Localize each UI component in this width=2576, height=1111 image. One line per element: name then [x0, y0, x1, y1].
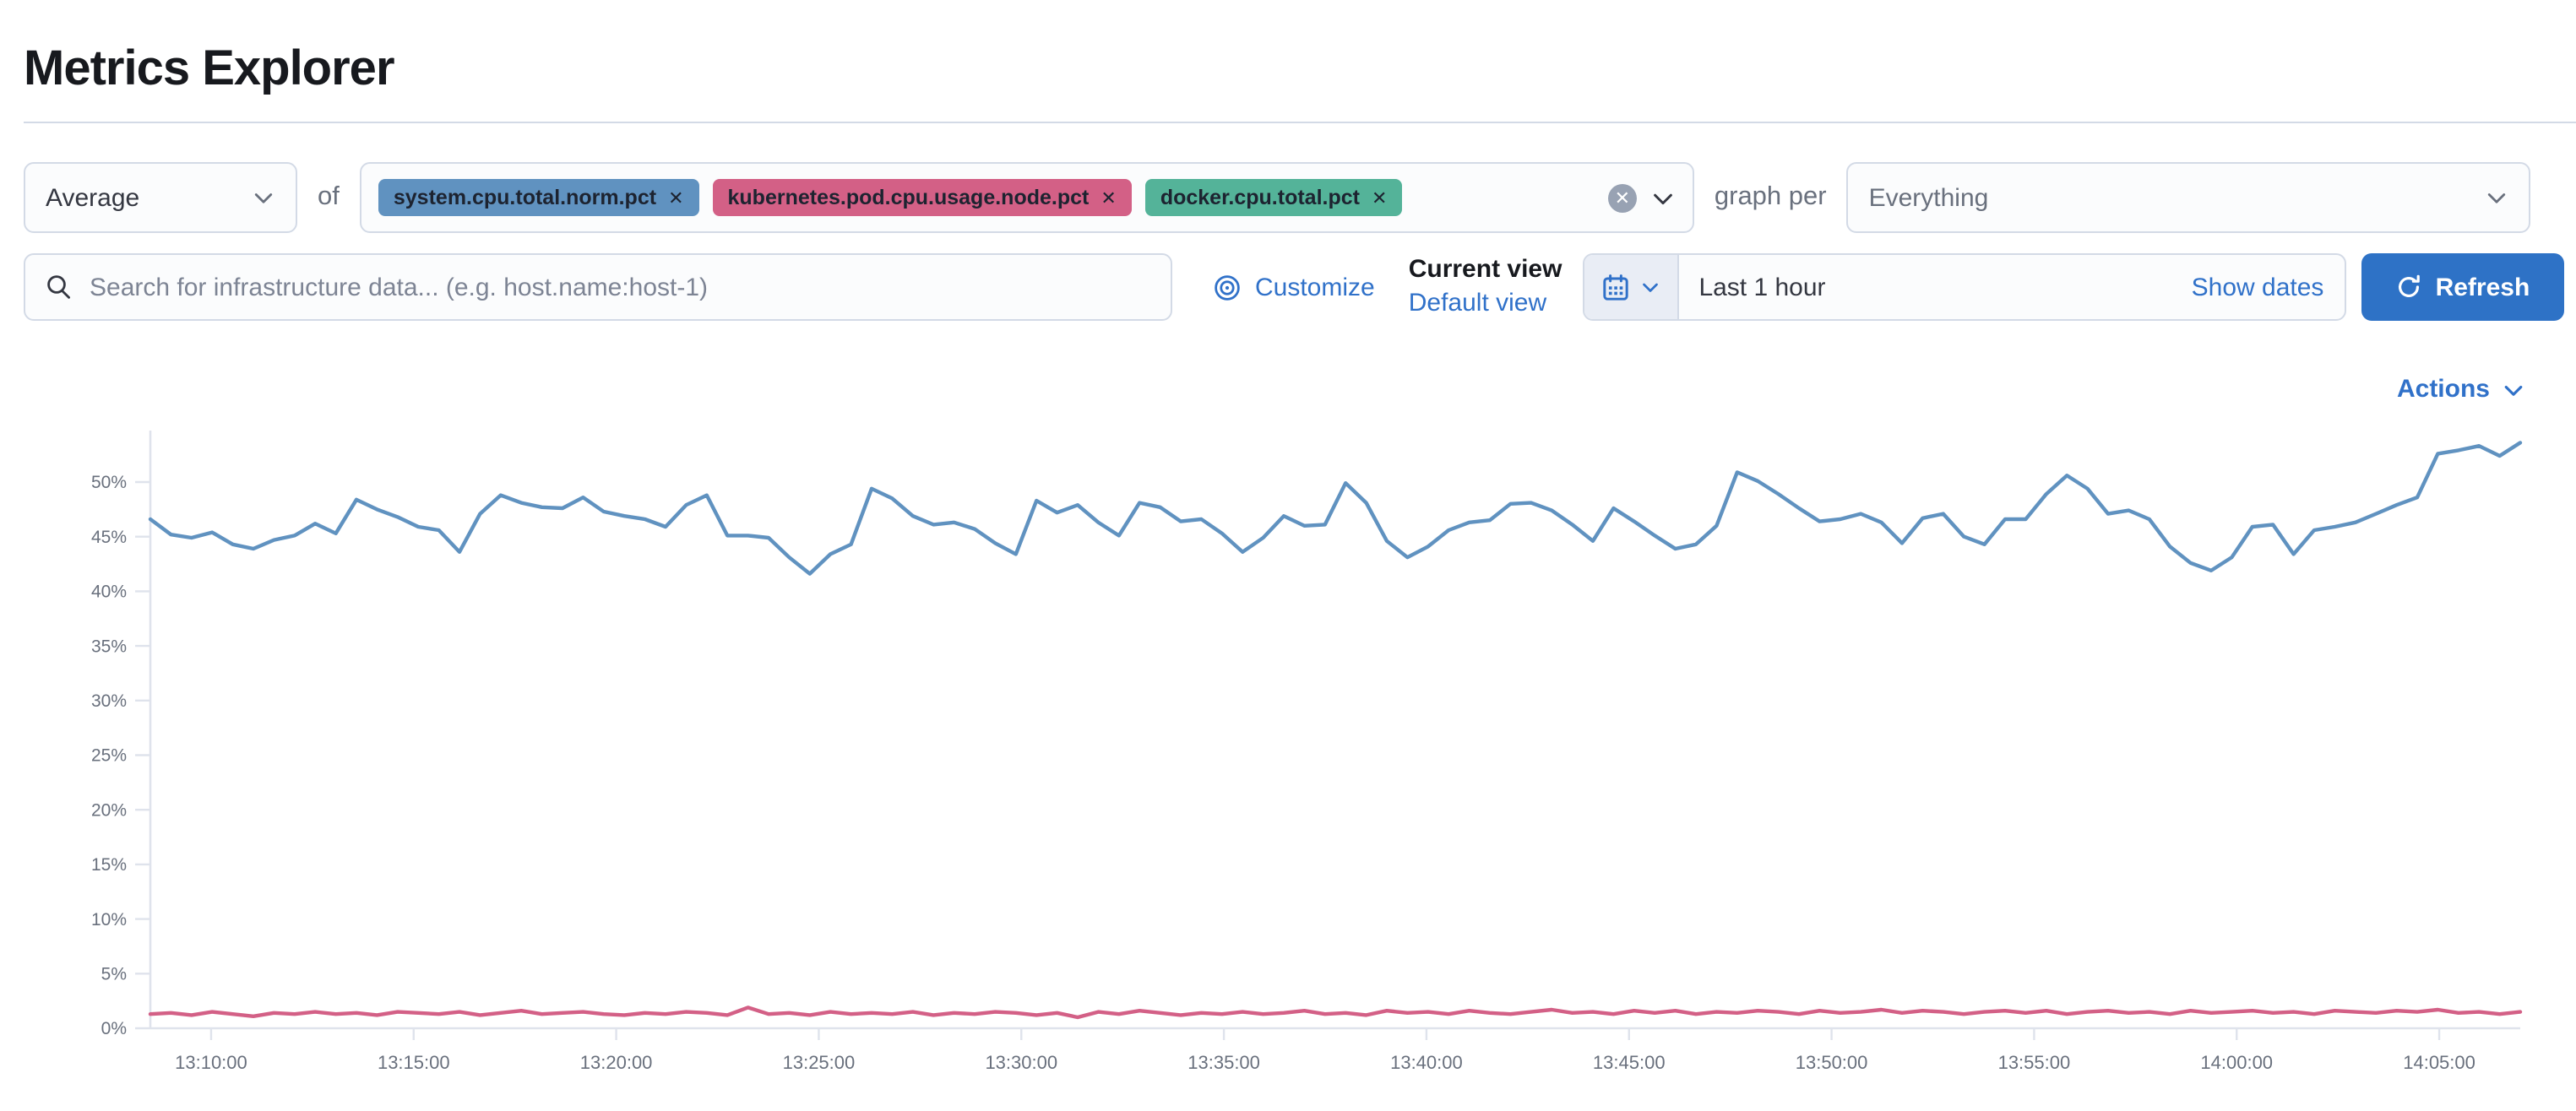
- remove-metric-icon[interactable]: ✕: [1101, 188, 1117, 209]
- search-toolbar: Search for infrastructure data... (e.g. …: [24, 253, 2564, 321]
- series-line-kubernetes.pod.cpu.usage.node.pct: [148, 1005, 2523, 1020]
- x-tick-label: 14:00:00: [2200, 1052, 2273, 1073]
- x-tick-label: 13:25:00: [783, 1052, 856, 1073]
- refresh-button[interactable]: Refresh: [2361, 253, 2564, 321]
- metric-pill-label: system.cpu.total.norm.pct: [393, 186, 657, 209]
- y-tick-label: 40%: [91, 583, 127, 602]
- graph-per-label: graph per: [1714, 182, 1827, 211]
- clear-all-metrics-icon[interactable]: ✕: [1607, 183, 1637, 212]
- line-chart-canvas[interactable]: 0% 5% 10% 15% 20% 25% 30% 35% 40% 45% 50% 13:10:00 1…: [0, 410, 2576, 1103]
- metric-pill-system-cpu[interactable]: system.cpu.total.norm.pct ✕: [378, 179, 699, 216]
- chevron-down-icon: [1639, 277, 1660, 297]
- metric-pill-label: docker.cpu.total.pct: [1160, 186, 1360, 209]
- metrics-toolbar: Average of system.cpu.total.norm.pct ✕ k…: [24, 162, 2531, 233]
- y-tick-label: 35%: [91, 637, 127, 656]
- x-tick-label: 14:05:00: [2403, 1052, 2475, 1073]
- current-view-label: Current view: [1408, 255, 1562, 284]
- x-tick-label: 13:40:00: [1390, 1052, 1463, 1073]
- metrics-chart[interactable]: 0% 5% 10% 15% 20% 25% 30% 35% 40% 45% 50% 13:10:00 1…: [0, 410, 2576, 1103]
- x-tick-label: 13:45:00: [1593, 1052, 1666, 1073]
- search-input[interactable]: Search for infrastructure data... (e.g. …: [24, 253, 1172, 321]
- chevron-down-icon: [2502, 377, 2525, 401]
- series-line-system.cpu.total.norm.pct: [148, 441, 2523, 576]
- search-placeholder: Search for infrastructure data... (e.g. …: [90, 273, 709, 301]
- view-switcher: Current view Default view: [1409, 253, 1562, 321]
- x-tick-label: 13:10:00: [175, 1052, 247, 1073]
- y-tick-label: 45%: [91, 528, 127, 547]
- y-tick-label: 25%: [91, 746, 127, 766]
- y-tick-label: 5%: [101, 965, 127, 984]
- date-picker-quick-menu[interactable]: [1584, 255, 1679, 319]
- customize-eye-icon: [1213, 273, 1242, 301]
- customize-button[interactable]: Customize: [1213, 273, 1375, 301]
- of-label: of: [318, 182, 340, 211]
- metric-pill-kubernetes-pod-cpu[interactable]: kubernetes.pod.cpu.usage.node.pct ✕: [712, 179, 1132, 216]
- actions-dropdown[interactable]: Actions: [2397, 375, 2525, 404]
- customize-label: Customize: [1255, 273, 1375, 301]
- show-dates-button[interactable]: Show dates: [2191, 273, 2324, 301]
- default-view-link[interactable]: Default view: [1408, 289, 1547, 317]
- group-by-select[interactable]: Everything: [1846, 162, 2531, 233]
- x-tick-label: 13:15:00: [378, 1052, 450, 1073]
- metrics-combobox[interactable]: system.cpu.total.norm.pct ✕ kubernetes.p…: [359, 162, 1694, 233]
- y-tick-label: 15%: [91, 855, 127, 875]
- chevron-down-icon[interactable]: [1650, 185, 1676, 210]
- aggregation-value: Average: [46, 183, 140, 212]
- y-tick-label: 0%: [101, 1019, 127, 1038]
- refresh-label: Refresh: [2435, 273, 2530, 301]
- aggregation-select[interactable]: Average: [24, 162, 297, 233]
- chevron-down-icon: [252, 186, 275, 209]
- refresh-icon: [2395, 274, 2422, 301]
- remove-metric-icon[interactable]: ✕: [1372, 188, 1388, 209]
- page-title: Metrics Explorer: [24, 42, 395, 97]
- y-tick-label: 30%: [91, 691, 127, 711]
- group-by-value: Everything: [1868, 183, 1989, 212]
- time-range-picker[interactable]: Last 1 hour Show dates: [1582, 253, 2346, 321]
- metric-pill-label: kubernetes.pod.cpu.usage.node.pct: [727, 186, 1090, 209]
- metric-pill-docker-cpu[interactable]: docker.cpu.total.pct ✕: [1144, 179, 1403, 216]
- x-tick-label: 13:35:00: [1187, 1052, 1260, 1073]
- y-tick-label: 50%: [91, 473, 127, 492]
- x-tick-label: 13:20:00: [580, 1052, 653, 1073]
- y-tick-label: 20%: [91, 800, 127, 820]
- x-tick-label: 13:50:00: [1796, 1052, 1868, 1073]
- search-icon: [46, 274, 73, 301]
- time-range-value[interactable]: Last 1 hour: [1698, 273, 1826, 301]
- header-divider: [24, 122, 2576, 123]
- x-tick-label: 13:30:00: [985, 1052, 1057, 1073]
- remove-metric-icon[interactable]: ✕: [668, 188, 684, 209]
- calendar-icon: [1600, 273, 1629, 301]
- y-tick-label: 10%: [91, 910, 127, 929]
- actions-label: Actions: [2396, 375, 2490, 404]
- chevron-down-icon: [2486, 186, 2509, 209]
- x-tick-label: 13:55:00: [1998, 1052, 2071, 1073]
